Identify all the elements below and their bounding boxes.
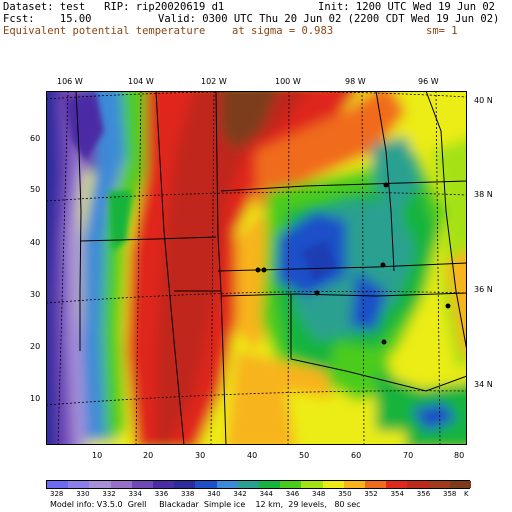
legend-label: 356 xyxy=(416,490,431,498)
legend-swatch xyxy=(280,481,302,488)
legend-swatch xyxy=(89,481,112,488)
legend-label: 352 xyxy=(364,490,378,498)
legend-label: 336 xyxy=(154,490,169,498)
grid-x-60: 60 xyxy=(351,451,362,460)
grid-x-80: 80 xyxy=(454,451,465,460)
legend-label: 346 xyxy=(285,490,300,498)
legend-swatch xyxy=(343,481,366,488)
legend-swatch xyxy=(322,481,345,488)
legend-swatch xyxy=(449,481,472,488)
init-label: Init: 1200 UTC Wed 19 Jun 02 xyxy=(318,1,496,13)
legend-label: 348 xyxy=(312,490,326,498)
grid-y-30: 30 xyxy=(30,290,41,299)
forecast-label: Fcst: 15.00 xyxy=(3,13,92,25)
dataset-label: Dataset: test RIP: rip20020619 d1 xyxy=(3,1,225,13)
legend-swatch xyxy=(365,481,387,488)
plot-frame xyxy=(46,91,467,445)
station-markers xyxy=(255,182,451,345)
station-marker xyxy=(314,290,320,296)
legend-label: 334 xyxy=(128,490,142,498)
fine-detail-field xyxy=(66,91,336,281)
legend-label: 328 xyxy=(50,490,64,498)
legend-swatch xyxy=(68,481,90,488)
legend-swatch xyxy=(237,481,260,488)
lon-tick-104w: 104 W xyxy=(128,77,154,86)
grid-y-10: 10 xyxy=(30,394,41,403)
lon-tick-100w: 100 W xyxy=(275,77,301,86)
legend-label: K xyxy=(464,490,469,498)
smoothing-label: sm= 1 xyxy=(426,25,458,37)
station-marker xyxy=(445,303,451,309)
legend-label: 354 xyxy=(390,490,404,498)
grid-x-50: 50 xyxy=(299,451,310,460)
legend-swatch xyxy=(174,481,196,488)
legend-label: 340 xyxy=(207,490,221,498)
lat-lon-grid xyxy=(46,91,467,445)
grid-x-70: 70 xyxy=(403,451,414,460)
legend-label: 330 xyxy=(76,490,90,498)
grid-y-20: 20 xyxy=(30,342,41,351)
lat-tick-36n: 36 N xyxy=(474,285,493,294)
station-marker xyxy=(255,267,261,273)
grid-x-10: 10 xyxy=(92,451,103,460)
lon-tick-102w: 102 W xyxy=(201,77,227,86)
station-marker xyxy=(380,262,386,268)
grid-x-20: 20 xyxy=(143,451,154,460)
station-marker xyxy=(261,267,267,273)
legend-label: 344 xyxy=(259,490,273,498)
legend-label: 358 xyxy=(443,490,457,498)
lat-tick-38n: 38 N xyxy=(474,190,493,199)
station-marker xyxy=(383,182,389,188)
field-name-label: Equivalent potential temperature xyxy=(3,25,206,37)
station-marker xyxy=(381,339,387,345)
model-info-footer: Model info: V3.5.0 Grell Blackadar Simpl… xyxy=(50,500,361,509)
legend-swatch xyxy=(428,481,451,488)
legend-swatch xyxy=(259,481,281,488)
legend-swatch xyxy=(301,481,324,488)
theta-e-map xyxy=(46,91,467,445)
lon-tick-98w: 98 W xyxy=(345,77,366,86)
valid-time-label: Valid: 0300 UTC Thu 20 Jun 02 (2200 CDT … xyxy=(158,13,500,25)
state-boundaries xyxy=(75,91,467,445)
legend-swatch xyxy=(195,481,218,488)
grid-x-40: 40 xyxy=(247,451,258,460)
legend-swatch xyxy=(110,481,133,488)
legend-label: 338 xyxy=(181,490,195,498)
lat-tick-40n: 40 N xyxy=(474,96,493,105)
legend-swatch xyxy=(47,481,69,488)
color-legend xyxy=(46,480,472,489)
lon-tick-96w: 96 W xyxy=(418,77,439,86)
legend-label: 342 xyxy=(233,490,247,498)
lat-tick-34n: 34 N xyxy=(474,380,493,389)
color-fill-field xyxy=(46,91,467,445)
grid-x-30: 30 xyxy=(195,451,206,460)
legend-swatch xyxy=(153,481,175,488)
level-label: at sigma = 0.983 xyxy=(232,25,334,37)
grid-y-60: 60 xyxy=(30,134,41,143)
grid-y-50: 50 xyxy=(30,185,41,194)
legend-label: 350 xyxy=(338,490,352,498)
legend-swatch xyxy=(386,481,408,488)
legend-swatch xyxy=(216,481,239,488)
grid-y-40: 40 xyxy=(30,238,41,247)
lon-tick-106w: 106 W xyxy=(57,77,83,86)
legend-label: 332 xyxy=(102,490,116,498)
legend-swatch xyxy=(407,481,430,488)
legend-swatch xyxy=(131,481,154,488)
